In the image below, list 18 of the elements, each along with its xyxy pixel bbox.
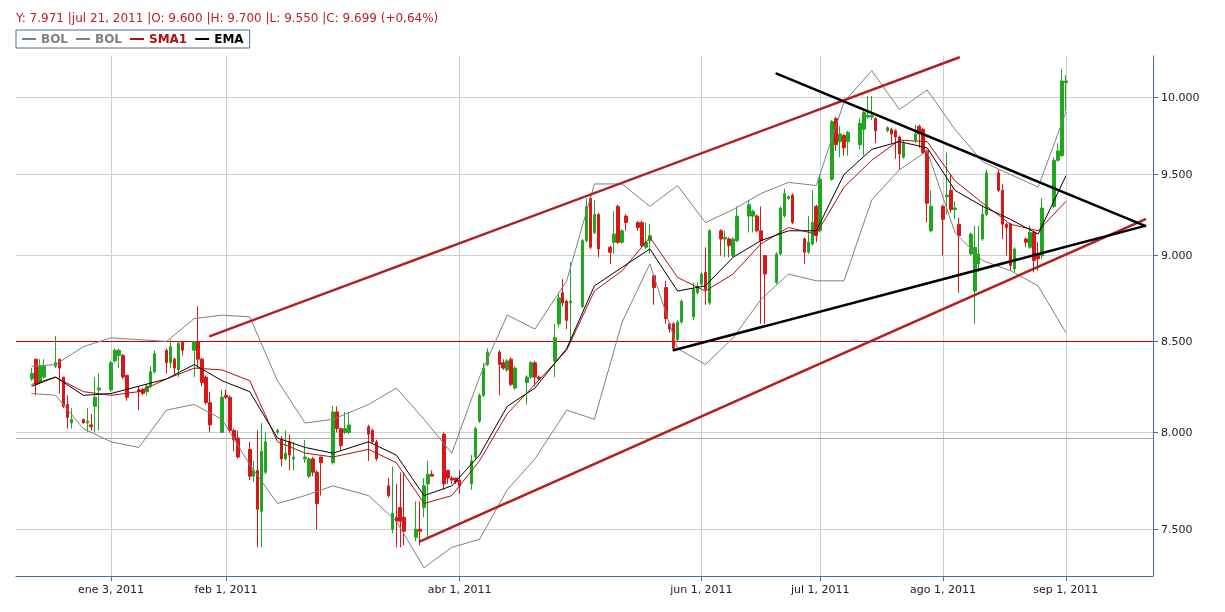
- y-tick-label: 7.500: [1161, 522, 1193, 536]
- y-tick-label: 10.000: [1161, 90, 1200, 104]
- x-tick-label: ago 1, 2011: [910, 583, 976, 596]
- x-tick-label: ene 3, 2011: [78, 583, 145, 596]
- y-tick-label: 8.000: [1161, 425, 1193, 439]
- x-tick-label: sep 1, 2011: [1033, 583, 1099, 596]
- x-tick-label: jun 1, 2011: [669, 583, 733, 596]
- y-tick-label: 9.000: [1161, 249, 1193, 263]
- text: Y: 7.971 |jul 21, 2011 |O: 9.600 |H: 9.700 |L: 9.550 |C: 9.699 (+0,64%): [15, 11, 439, 25]
- x-tick-label: abr 1, 2011: [427, 583, 492, 596]
- x-tick-label: feb 1, 2011: [194, 583, 258, 596]
- legend-label: SMA1: [148, 32, 188, 46]
- y-tick-label: 8.500: [1161, 334, 1193, 348]
- legend-label: BOL: [41, 32, 69, 46]
- x-tick-label: jul 1, 2011: [789, 583, 850, 596]
- legend-label: EMA: [214, 32, 245, 46]
- legend-label: BOL: [94, 32, 123, 46]
- y-tick-label: 9.500: [1161, 167, 1193, 181]
